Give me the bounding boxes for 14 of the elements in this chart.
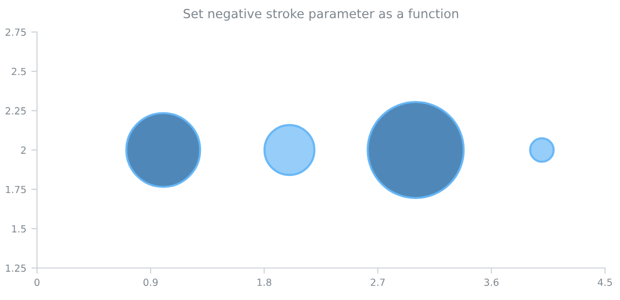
x-tick-label: 0.9 (144, 278, 158, 286)
x-tick-label: 2.7 (370, 278, 385, 286)
y-tick-label: 2.5 (12, 68, 26, 76)
y-tick-label: 1.75 (6, 186, 26, 194)
x-tick-label: 4.5 (598, 278, 612, 286)
y-tick-label: 2 (21, 146, 26, 154)
x-tick-label: 0 (34, 278, 40, 286)
y-tick-label: 1.25 (6, 264, 26, 272)
y-tick-label: 2.75 (6, 28, 26, 36)
y-tick-label: 2.25 (6, 107, 26, 114)
y-tick-label: 1.5 (12, 225, 26, 232)
x-tick-label: 1.8 (258, 278, 272, 286)
x-tick-label: 3.6 (484, 278, 499, 286)
chart-title: Set negative stroke parameter as a function (184, 8, 458, 21)
